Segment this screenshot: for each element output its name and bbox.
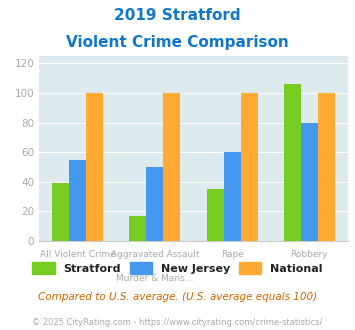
Bar <box>163 93 180 241</box>
Text: Murder & Mans...: Murder & Mans... <box>116 274 193 283</box>
Legend: Stratford, New Jersey, National: Stratford, New Jersey, National <box>28 258 327 278</box>
Bar <box>129 216 146 241</box>
Bar <box>224 152 241 241</box>
Bar <box>284 84 301 241</box>
Text: © 2025 CityRating.com - https://www.cityrating.com/crime-statistics/: © 2025 CityRating.com - https://www.city… <box>32 318 323 327</box>
Bar <box>318 93 335 241</box>
Bar <box>146 167 163 241</box>
Text: 2019 Stratford: 2019 Stratford <box>114 8 241 23</box>
Bar <box>241 93 258 241</box>
Bar <box>207 189 224 241</box>
Bar <box>301 123 318 241</box>
Text: Violent Crime Comparison: Violent Crime Comparison <box>66 35 289 50</box>
Bar <box>69 160 86 241</box>
Bar <box>86 93 103 241</box>
Text: Compared to U.S. average. (U.S. average equals 100): Compared to U.S. average. (U.S. average … <box>38 292 317 302</box>
Bar <box>52 183 69 241</box>
